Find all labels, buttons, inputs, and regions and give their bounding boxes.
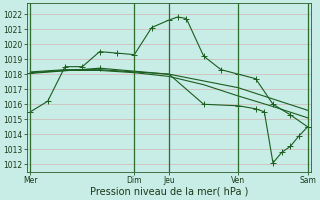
X-axis label: Pression niveau de la mer( hPa ): Pression niveau de la mer( hPa ) — [90, 187, 248, 197]
